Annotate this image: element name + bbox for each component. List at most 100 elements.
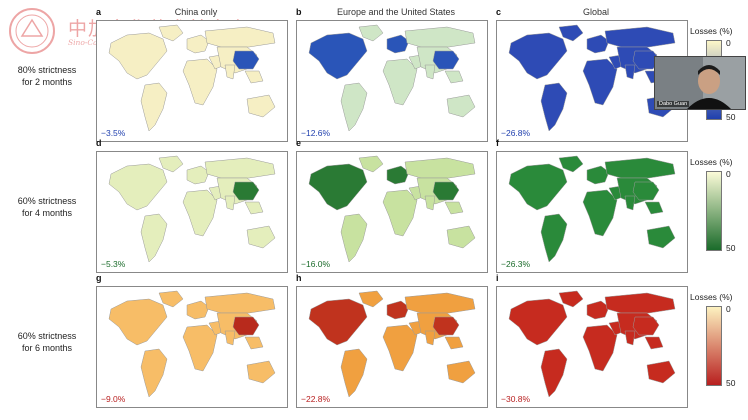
map-region-seAsia bbox=[444, 201, 464, 215]
map-region-southAmerica bbox=[140, 213, 168, 263]
map-region-china bbox=[432, 50, 460, 70]
legend-max-label: 50 bbox=[726, 112, 736, 122]
map-region-europe bbox=[586, 300, 610, 320]
webcam-video-tile[interactable]: Dabo Guan bbox=[654, 56, 746, 110]
map-region-china bbox=[632, 316, 660, 336]
map-panel-b: −12.6% bbox=[296, 20, 488, 142]
legend-max-label: 50 bbox=[726, 378, 736, 388]
map-region-india bbox=[624, 330, 636, 346]
legend-min-label: 0 bbox=[726, 304, 731, 314]
row-label: 60% strictness for 6 months bbox=[0, 330, 94, 354]
gdp-loss-value: −30.8% bbox=[501, 394, 531, 404]
map-region-northAmerica bbox=[308, 163, 368, 211]
map-region-china bbox=[232, 181, 260, 201]
map-region-africa bbox=[582, 324, 618, 372]
map-region-africa bbox=[182, 324, 218, 372]
column-title-china-only: China only bbox=[174, 7, 218, 17]
map-panel-e: −16.0% bbox=[296, 151, 488, 273]
world-map bbox=[308, 24, 476, 132]
map-region-greenland bbox=[158, 290, 184, 308]
world-map bbox=[508, 24, 676, 132]
legend-color-bar bbox=[706, 171, 722, 251]
row-label-line1: 60% strictness bbox=[17, 196, 77, 206]
legend-min-label: 0 bbox=[726, 169, 731, 179]
gdp-loss-value: −3.5% bbox=[101, 128, 126, 138]
map-region-africa bbox=[182, 189, 218, 237]
map-region-seAsia bbox=[644, 336, 664, 350]
map-panel-a: −3.5% bbox=[96, 20, 288, 142]
map-region-europe bbox=[186, 34, 210, 54]
map-region-china bbox=[432, 181, 460, 201]
panel-letter: b bbox=[296, 7, 302, 17]
gdp-loss-value: −26.3% bbox=[501, 259, 531, 269]
map-region-australia bbox=[246, 225, 276, 249]
row-label: 80% strictness for 2 months bbox=[0, 64, 94, 88]
map-region-russia bbox=[604, 157, 676, 179]
map-region-russia bbox=[404, 157, 476, 179]
map-region-china bbox=[232, 50, 260, 70]
map-region-australia bbox=[246, 360, 276, 384]
map-region-india bbox=[424, 195, 436, 211]
map-region-africa bbox=[182, 58, 218, 106]
map-region-china bbox=[632, 181, 660, 201]
map-region-russia bbox=[204, 26, 276, 48]
map-region-southAmerica bbox=[540, 348, 568, 398]
map-region-greenland bbox=[358, 155, 384, 173]
map-region-india bbox=[224, 330, 236, 346]
legend-title: Losses (%) bbox=[690, 157, 733, 167]
map-panel-g: −9.0% bbox=[96, 286, 288, 408]
map-panel-d: −5.3% bbox=[96, 151, 288, 273]
row-label-line2: for 4 months bbox=[21, 208, 73, 218]
map-region-northAmerica bbox=[308, 32, 368, 80]
map-region-southAmerica bbox=[540, 82, 568, 132]
map-region-europe bbox=[386, 300, 410, 320]
map-region-greenland bbox=[558, 290, 584, 308]
world-map bbox=[508, 290, 676, 398]
world-map bbox=[508, 155, 676, 263]
map-region-southAmerica bbox=[540, 213, 568, 263]
map-region-china bbox=[632, 50, 660, 70]
map-region-australia bbox=[246, 94, 276, 118]
map-region-russia bbox=[604, 292, 676, 314]
panel-letter: c bbox=[496, 7, 502, 17]
map-region-greenland bbox=[358, 24, 384, 42]
map-region-northAmerica bbox=[508, 298, 568, 346]
map-region-seAsia bbox=[244, 70, 264, 84]
panel-letter: f bbox=[496, 138, 499, 148]
map-region-europe bbox=[586, 165, 610, 185]
presenter-video-icon bbox=[655, 57, 745, 109]
legend-color-bar bbox=[706, 306, 722, 386]
map-region-russia bbox=[404, 292, 476, 314]
map-region-southAmerica bbox=[340, 82, 368, 132]
map-region-australia bbox=[446, 94, 476, 118]
map-region-africa bbox=[382, 324, 418, 372]
map-region-greenland bbox=[558, 155, 584, 173]
panel-letter: h bbox=[296, 273, 302, 283]
map-region-africa bbox=[582, 58, 618, 106]
map-region-greenland bbox=[558, 24, 584, 42]
gdp-loss-value: −9.0% bbox=[101, 394, 126, 404]
map-region-china bbox=[432, 316, 460, 336]
map-region-india bbox=[424, 64, 436, 80]
map-region-seAsia bbox=[444, 336, 464, 350]
map-region-australia bbox=[446, 360, 476, 384]
map-region-greenland bbox=[158, 24, 184, 42]
map-region-southAmerica bbox=[140, 82, 168, 132]
map-region-seAsia bbox=[444, 70, 464, 84]
map-region-seAsia bbox=[244, 336, 264, 350]
panel-letter: e bbox=[296, 138, 302, 148]
gdp-loss-value: −26.8% bbox=[501, 128, 531, 138]
map-region-europe bbox=[386, 34, 410, 54]
map-region-australia bbox=[646, 360, 676, 384]
map-region-northAmerica bbox=[508, 32, 568, 80]
map-region-africa bbox=[582, 189, 618, 237]
map-region-russia bbox=[204, 292, 276, 314]
map-region-greenland bbox=[158, 155, 184, 173]
map-region-india bbox=[624, 64, 636, 80]
gdp-loss-value: −16.0% bbox=[301, 259, 331, 269]
map-region-southAmerica bbox=[140, 348, 168, 398]
row-label: 60% strictness for 4 months bbox=[0, 195, 94, 219]
map-region-europe bbox=[186, 300, 210, 320]
world-map bbox=[108, 290, 276, 398]
column-title-global: Global bbox=[582, 7, 609, 17]
